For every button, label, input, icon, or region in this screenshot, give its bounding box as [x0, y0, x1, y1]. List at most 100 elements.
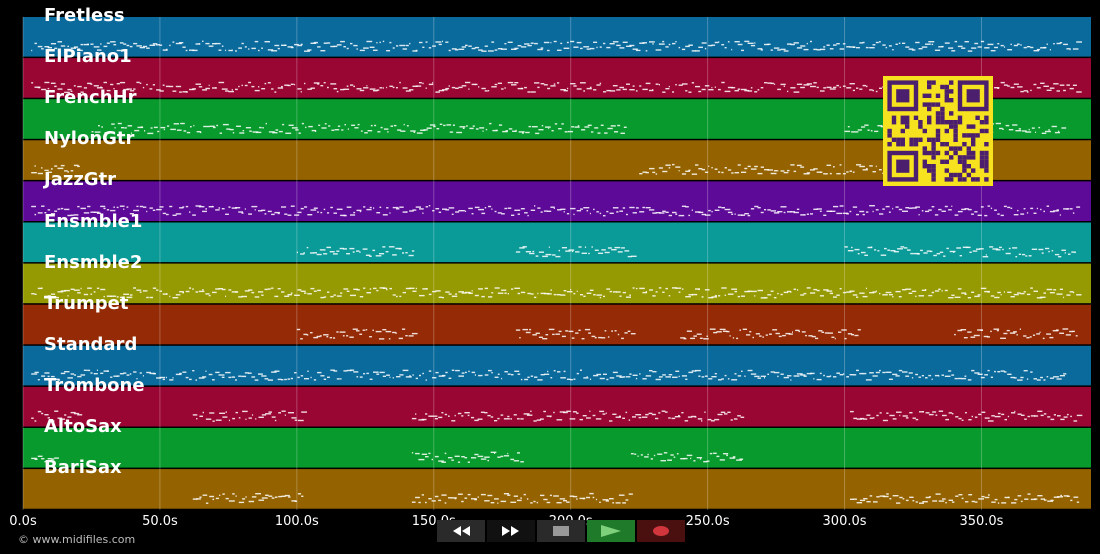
note-mark [973, 334, 980, 337]
note-mark [336, 90, 339, 93]
note-mark [829, 292, 833, 295]
track-row[interactable] [23, 181, 1091, 221]
note-mark [601, 249, 606, 251]
note-mark [773, 170, 778, 172]
note-mark [727, 211, 733, 214]
note-mark [662, 374, 666, 376]
note-mark [1028, 128, 1030, 131]
note-mark [867, 129, 870, 131]
track-row[interactable] [23, 17, 1091, 57]
note-mark [780, 373, 784, 375]
note-mark [760, 297, 766, 299]
note-mark [678, 84, 683, 86]
note-mark [573, 378, 576, 380]
note-mark [833, 205, 839, 208]
track-row[interactable] [23, 469, 1091, 509]
note-mark [218, 207, 221, 209]
note-mark [723, 453, 729, 455]
note-mark [696, 457, 703, 459]
note-mark [1033, 378, 1037, 380]
note-mark [448, 85, 450, 87]
track-row[interactable] [23, 222, 1091, 263]
note-mark [558, 249, 560, 252]
note-mark [179, 291, 184, 293]
note-mark [741, 88, 747, 91]
track-row[interactable] [23, 386, 1091, 427]
note-mark [251, 205, 258, 208]
track-row[interactable] [23, 345, 1091, 386]
note-mark [806, 83, 812, 85]
note-mark [709, 452, 713, 455]
note-mark [231, 376, 235, 378]
note-mark [409, 42, 411, 45]
note-mark [412, 85, 418, 87]
note-mark [340, 88, 345, 91]
note-mark [849, 170, 852, 172]
note-mark [1045, 130, 1051, 133]
note-mark [896, 502, 901, 504]
note-mark [264, 41, 270, 43]
note-mark [467, 461, 470, 463]
note-mark [685, 206, 689, 208]
note-mark [576, 290, 578, 292]
note-mark [185, 376, 189, 379]
note-mark [265, 413, 272, 415]
fast-forward-button[interactable] [487, 520, 535, 542]
note-mark [992, 123, 994, 125]
note-mark [703, 338, 709, 340]
note-mark [213, 126, 216, 129]
note-mark [277, 87, 284, 89]
note-mark [152, 287, 157, 289]
note-mark [1027, 415, 1030, 418]
note-mark [921, 46, 928, 48]
note-mark [635, 377, 638, 380]
note-mark [415, 287, 417, 290]
note-mark [838, 331, 842, 333]
note-mark [215, 371, 220, 374]
note-mark [875, 90, 878, 93]
note-mark [769, 333, 772, 335]
note-mark [645, 291, 647, 293]
note-mark [228, 49, 233, 52]
note-mark [1033, 212, 1037, 214]
note-mark [339, 247, 344, 250]
note-mark [570, 83, 576, 85]
note-mark [396, 45, 399, 47]
note-mark [422, 82, 424, 85]
note-mark [165, 293, 168, 295]
note-mark [1073, 496, 1079, 498]
note-mark [434, 418, 438, 420]
rewind-button[interactable] [437, 520, 485, 542]
note-mark [218, 81, 225, 84]
note-mark [1028, 255, 1032, 257]
note-mark [494, 210, 497, 213]
note-mark [433, 125, 436, 128]
note-mark [421, 494, 424, 496]
note-mark [1017, 209, 1019, 212]
play-button[interactable] [587, 520, 635, 542]
track-row[interactable] [23, 304, 1091, 345]
note-mark [750, 290, 757, 293]
note-mark [219, 132, 222, 134]
note-mark [242, 130, 245, 132]
note-mark [1010, 43, 1012, 46]
note-mark [182, 292, 184, 294]
note-mark [208, 206, 214, 208]
track-row[interactable] [23, 428, 1091, 468]
note-mark [672, 91, 675, 93]
note-mark [497, 502, 499, 504]
track-row[interactable] [23, 263, 1091, 304]
note-mark [826, 164, 832, 166]
note-mark [370, 124, 373, 127]
stop-button[interactable] [537, 520, 585, 542]
note-mark [169, 379, 174, 381]
note-mark [816, 208, 822, 210]
record-button[interactable] [637, 520, 685, 542]
note-mark [121, 127, 124, 129]
note-mark [535, 132, 540, 135]
note-mark [925, 43, 931, 45]
note-mark [942, 414, 947, 417]
note-mark [1004, 496, 1010, 499]
note-mark [902, 415, 908, 417]
